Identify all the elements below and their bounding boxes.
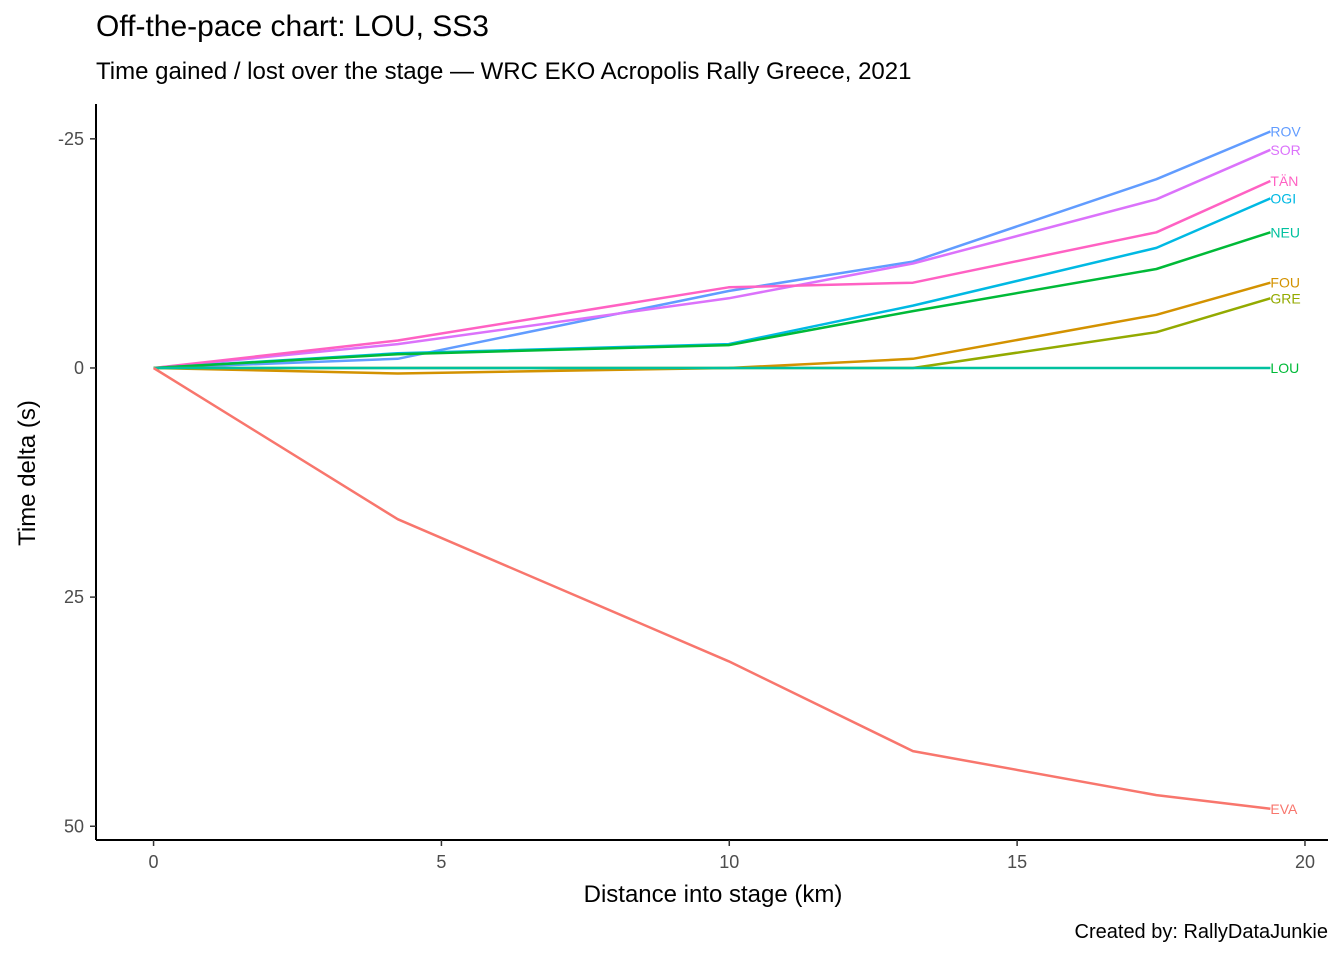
series-lines xyxy=(152,130,1271,811)
chart-title: Off-the-pace chart: LOU, SS3 xyxy=(96,10,489,43)
y-tick-label: -25 xyxy=(58,129,84,149)
series-label-eva: EVA xyxy=(1270,801,1298,817)
y-axis-title: Time delta (s) xyxy=(14,400,41,546)
y-tick-label: 0 xyxy=(74,358,84,378)
series-line-rov xyxy=(153,130,1271,370)
series-line-neu xyxy=(153,231,1271,370)
y-tick-label: 50 xyxy=(64,816,84,836)
series-label-rov: ROV xyxy=(1270,123,1301,139)
series-label-neu: NEU xyxy=(1270,224,1300,240)
series-line-fou xyxy=(153,281,1271,375)
x-tick-label: 20 xyxy=(1295,852,1315,872)
series-label-sor: SOR xyxy=(1270,142,1300,158)
chart-subtitle: Time gained / lost over the stage — WRC … xyxy=(96,58,912,85)
series-label-lou: LOU xyxy=(1270,360,1299,376)
series-label-fou: FOU xyxy=(1270,275,1300,291)
x-axis-title: Distance into stage (km) xyxy=(584,881,843,908)
chart-caption: Created by: RallyDataJunkie xyxy=(1074,921,1328,943)
axes: 0 5 10 15 20 -25 0 25 50 xyxy=(58,104,1328,872)
series-line-tän xyxy=(153,179,1271,370)
series-line-ogi xyxy=(153,197,1271,370)
series-label-ogi: OGI xyxy=(1270,190,1296,206)
series-label-tän: TÄN xyxy=(1270,173,1298,189)
x-tick-label: 0 xyxy=(149,852,159,872)
y-tick-label: 25 xyxy=(64,587,84,607)
x-tick-label: 10 xyxy=(719,852,739,872)
series-label-gre: GRE xyxy=(1270,290,1300,306)
x-tick-label: 15 xyxy=(1007,852,1027,872)
x-tick-label: 5 xyxy=(436,852,446,872)
series-line-eva xyxy=(152,366,1271,811)
series-line-sor xyxy=(153,148,1271,370)
